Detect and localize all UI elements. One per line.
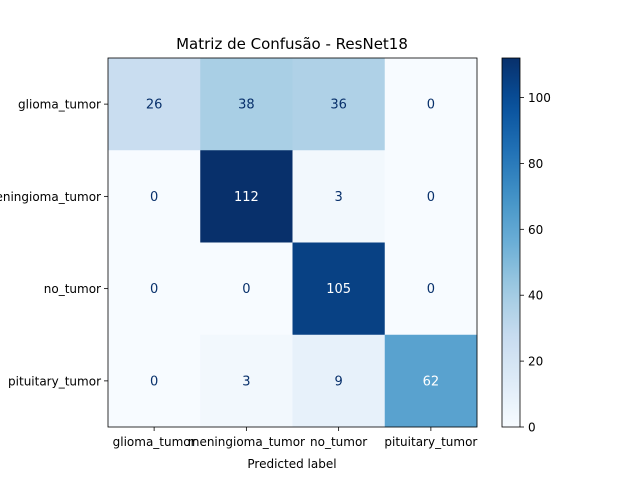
cell-value-label: 0	[150, 374, 158, 389]
y-tick-label: glioma_tumor	[18, 98, 101, 112]
cell-value-label: 0	[150, 282, 158, 297]
heatmap-cell	[108, 150, 201, 243]
y-axis-ticks: glioma_tumor meningioma_tumor no_tumorpitu…	[0, 98, 108, 388]
y-tick-label: no_tumor	[44, 282, 101, 296]
heatmap-cell	[384, 242, 478, 336]
heatmap-cell	[292, 58, 386, 151]
x-axis-label: Predicted label	[247, 457, 336, 471]
heatmap-cell	[108, 58, 201, 151]
heatmap-cell	[200, 58, 293, 151]
heatmap-cell	[108, 334, 201, 428]
cell-value-label: 3	[242, 374, 250, 389]
cell-value-label: 9	[334, 374, 342, 389]
heatmap-frame	[107, 57, 478, 428]
cell-value-label: 3	[334, 190, 342, 205]
heatmap-cell	[292, 150, 386, 243]
x-tick-label: meningioma_tumor	[188, 435, 305, 449]
cell-value-label: 36	[330, 98, 347, 113]
x-tick-label: glioma_tumor	[113, 435, 196, 449]
cell-value-label: 62	[423, 374, 440, 389]
heatmap-cells: 26 38 36 0 0 112 3 0 0 0 105 0 0 3 9 62	[108, 58, 478, 428]
heatmap-cell	[200, 150, 293, 243]
cell-value-label: 112	[234, 190, 259, 205]
colorbar-tick-label: 20	[528, 355, 543, 369]
cell-value-label: 0	[427, 282, 435, 297]
cell-value-label: 0	[242, 282, 250, 297]
x-tick-label: pituitary_tumor	[384, 435, 477, 449]
colorbar-tick-label: 40	[528, 289, 543, 303]
y-tick-label: meningioma_tumor	[0, 190, 101, 204]
cell-value-label: 26	[146, 98, 163, 113]
heatmap-cell	[384, 334, 478, 428]
heatmap-cell	[292, 334, 386, 428]
colorbar: 0 20 40 60 80 100	[501, 57, 551, 435]
colorbar-tick-label: 60	[528, 223, 543, 237]
heatmap-cell	[384, 150, 478, 243]
cell-value-label: 0	[150, 190, 158, 205]
x-tick-label: no_tumor	[310, 435, 367, 449]
cell-value-label: 0	[427, 190, 435, 205]
colorbar-tick-label: 0	[528, 421, 536, 435]
cell-value-label: 0	[427, 98, 435, 113]
heatmap-cell	[200, 334, 293, 428]
heatmap-cell	[384, 58, 478, 151]
heatmap-cell	[200, 242, 293, 336]
cell-value-label: 38	[238, 98, 255, 113]
cell-value-label: 105	[326, 282, 351, 297]
colorbar-gradient	[501, 57, 521, 428]
chart-title: Matriz de Confusão - ResNet18	[176, 35, 408, 53]
heatmap-cell	[108, 242, 201, 336]
y-tick-label: pituitary_tumor	[8, 374, 101, 388]
colorbar-tick-label: 100	[528, 91, 551, 105]
colorbar-tick-label: 80	[528, 157, 543, 171]
heatmap-cell	[292, 242, 386, 336]
